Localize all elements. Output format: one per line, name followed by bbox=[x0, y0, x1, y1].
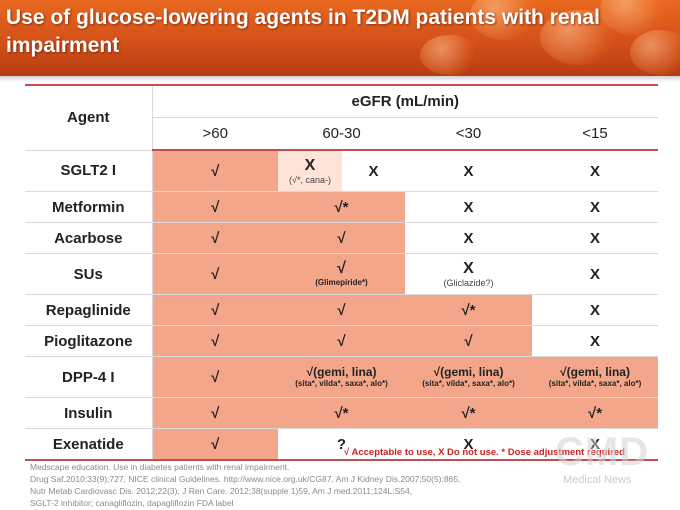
egfr-header: eGFR (mL/min) bbox=[152, 84, 659, 118]
agent-name: Exenatide bbox=[25, 428, 153, 461]
reference-line: SGLT-2 inhibitor; canagliflozin, dapagli… bbox=[30, 498, 234, 508]
references: Medscape education. Use in diabetes pati… bbox=[30, 461, 630, 509]
cell-60-30: √ bbox=[278, 222, 405, 254]
table-row: Pioglitazone √ √ √ X bbox=[25, 325, 659, 357]
title-banner: Use of glucose-lowering agents in T2DM p… bbox=[0, 0, 680, 76]
cell-mark: √(gemi, lina) bbox=[433, 365, 504, 379]
watermark-logo: CMD Medical News bbox=[555, 430, 675, 500]
cell-gt60: √ bbox=[152, 191, 278, 223]
cell-note: (Gliclazide?) bbox=[443, 277, 494, 288]
cell-gt60: √ bbox=[152, 397, 278, 429]
cell-60-30: √ (Glimepiride*) bbox=[278, 253, 405, 295]
agent-name: Pioglitazone bbox=[25, 325, 153, 357]
cell-lt30: √ bbox=[405, 325, 532, 357]
header-shadow bbox=[0, 76, 680, 82]
table-row: Metformin √ √* X X bbox=[25, 191, 659, 223]
cell-gt60: √ bbox=[152, 149, 278, 192]
pill-decoration bbox=[470, 0, 540, 40]
pill-decoration bbox=[420, 35, 480, 75]
table-row: SGLT2 I √ X (√*, cana-) X X X bbox=[25, 149, 659, 192]
cell-lt15: X bbox=[532, 294, 659, 326]
col-header-gt60: >60 bbox=[152, 117, 278, 151]
legend-note: √ Acceptable to use, X Do not use. * Dos… bbox=[344, 447, 625, 458]
cell-note: (√*, cana-) bbox=[289, 174, 331, 185]
table-row: DPP-4 I √ √(gemi, lina) (sita*, vilda*, … bbox=[25, 356, 659, 398]
cell-lt30: √* bbox=[405, 294, 532, 326]
table-row: Insulin √ √* √* √* bbox=[25, 397, 659, 429]
col-header-lt30: <30 bbox=[405, 117, 532, 151]
cell-60-30: √ bbox=[278, 294, 405, 326]
cell-lt15: √* bbox=[532, 397, 659, 429]
cell-gt60: √ bbox=[152, 428, 278, 461]
cell-lt15: X bbox=[532, 325, 659, 357]
cell-lt15: √(gemi, lina) (sita*, vilda*, saxa*, alo… bbox=[532, 356, 659, 398]
cell-60-30: √* bbox=[278, 397, 405, 429]
cell-note: (sita*, vilda*, saxa*, alo*) bbox=[422, 379, 515, 388]
cell-mark: √(gemi, lina) bbox=[560, 365, 630, 379]
cell-lt15: X bbox=[532, 253, 659, 295]
cell-lt30: X bbox=[405, 191, 532, 223]
reference-line: Drug Saf.2010;33(9);727, NICE clinical G… bbox=[30, 474, 461, 484]
cell-mark: X bbox=[463, 259, 474, 277]
agent-name: SGLT2 I bbox=[25, 149, 153, 192]
cell-lt30: X bbox=[405, 428, 532, 461]
agent-name: SUs bbox=[25, 253, 153, 295]
cell-note: (sita*, vilda*, saxa*, alo*) bbox=[295, 379, 388, 388]
agent-header: Agent bbox=[25, 84, 153, 150]
cell-gt60: √ bbox=[152, 356, 278, 398]
cell-gt60: √ bbox=[152, 253, 278, 295]
cell-note: (sita*, vilda*, saxa*, alo*) bbox=[548, 379, 642, 388]
cell-lt30: X (Gliclazide?) bbox=[405, 253, 532, 295]
cell-lt15: X bbox=[532, 149, 659, 192]
cell-60-30: √ bbox=[278, 325, 405, 357]
renal-dosing-table: Agent eGFR (mL/min) >60 60-30 <30 <15 SG… bbox=[25, 84, 659, 461]
cell-60-30a: X (√*, cana-) bbox=[278, 149, 342, 192]
watermark-logo-text: CMD bbox=[555, 430, 650, 474]
col-header-lt15: <15 bbox=[532, 117, 659, 151]
cell-60-30: √* bbox=[278, 191, 405, 223]
agent-name: DPP-4 I bbox=[25, 356, 153, 398]
cell-lt15: X bbox=[532, 191, 659, 223]
cell-gt60: √ bbox=[152, 294, 278, 326]
col-header-60-30: 60-30 bbox=[278, 117, 405, 151]
cell-lt15: X bbox=[532, 428, 659, 461]
table-row: SUs √ √ (Glimepiride*) X (Gliclazide?) X bbox=[25, 253, 659, 295]
reference-line: Nutr Metab Cardiovasc Dis. 2012;22(3), J… bbox=[30, 486, 413, 496]
cell-lt30: √(gemi, lina) (sita*, vilda*, saxa*, alo… bbox=[405, 356, 532, 398]
cell-lt30: √* bbox=[405, 397, 532, 429]
cell-lt15: X bbox=[532, 222, 659, 254]
cell-mark: √ bbox=[337, 260, 346, 277]
cell-mark: X bbox=[304, 156, 316, 174]
table-row: Exenatide √ ? X X bbox=[25, 428, 659, 461]
cell-lt30: X bbox=[405, 149, 532, 192]
slide-title: Use of glucose-lowering agents in T2DM p… bbox=[6, 6, 600, 57]
watermark-subtext: Medical News bbox=[563, 474, 632, 486]
table-row: Repaglinide √ √ √* X bbox=[25, 294, 659, 326]
cell-60-30b: X bbox=[342, 149, 405, 192]
cell-note: (Glimepiride*) bbox=[315, 278, 368, 287]
agent-name: Insulin bbox=[25, 397, 153, 429]
cell-mark: √(gemi, lina) bbox=[306, 365, 377, 379]
cell-60-30: √(gemi, lina) (sita*, vilda*, saxa*, alo… bbox=[278, 356, 405, 398]
pill-decoration bbox=[630, 30, 680, 75]
cell-gt60: √ bbox=[152, 325, 278, 357]
table-row: Acarbose √ √ X X bbox=[25, 222, 659, 254]
reference-line: Medscape education. Use in diabetes pati… bbox=[30, 462, 290, 472]
cell-lt30: X bbox=[405, 222, 532, 254]
cell-60-30: ? bbox=[278, 428, 405, 461]
agent-name: Repaglinide bbox=[25, 294, 153, 326]
agent-name: Metformin bbox=[25, 191, 153, 223]
cell-gt60: √ bbox=[152, 222, 278, 254]
agent-name: Acarbose bbox=[25, 222, 153, 254]
